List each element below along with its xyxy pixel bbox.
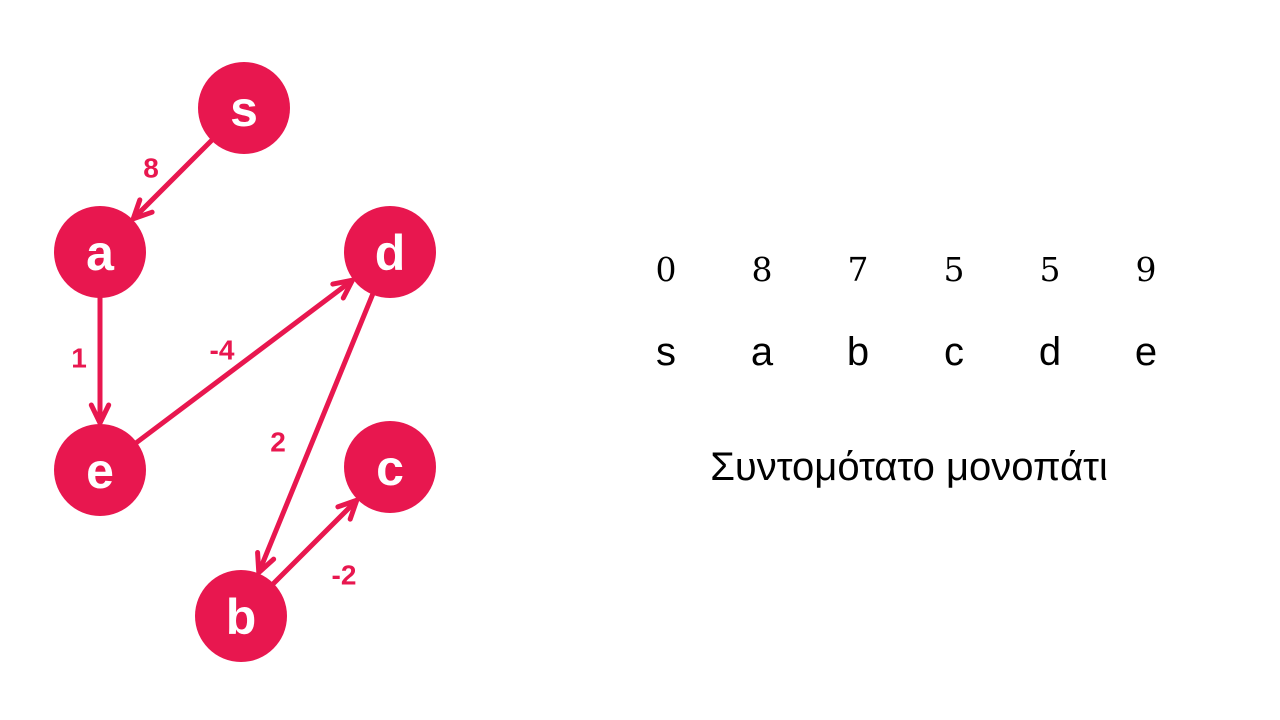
node-d-label: d (375, 225, 406, 281)
node-b: b (195, 570, 287, 662)
node-d: d (344, 206, 436, 298)
node-a-circle (54, 206, 146, 298)
edge-weight-s-a: 8 (143, 153, 159, 184)
vertex-row: s a b c d e (618, 330, 1198, 380)
distance-d: 5 (1039, 250, 1061, 289)
node-e-circle (54, 424, 146, 516)
vertex-label-a: a (750, 330, 774, 374)
distance-b: 7 (847, 250, 869, 289)
edge-weight-d-b: 2 (270, 427, 286, 458)
vertex-label-d: d (1038, 330, 1062, 374)
graph-diagram: 8 1 -4 2 -2 s a d e c b (54, 62, 436, 662)
edge-weight-a-e: 1 (71, 343, 87, 374)
vertex-label-s: s (656, 330, 676, 374)
edge-s-a (129, 136, 216, 223)
shortest-path-title: Συντομότατο μονοπάτι (710, 445, 1108, 489)
distance-c: 5 (943, 250, 965, 289)
distance-e: 9 (1135, 250, 1157, 289)
node-c-circle (344, 421, 436, 513)
node-b-circle (195, 570, 287, 662)
node-b-label: b (226, 589, 257, 645)
edge-d-b (255, 290, 376, 578)
node-d-circle (344, 206, 436, 298)
node-e-label: e (86, 443, 114, 499)
node-a: a (54, 206, 146, 298)
node-c-label: c (376, 440, 404, 496)
edge-weight-b-c: -2 (332, 560, 357, 591)
vertex-label-b: b (846, 330, 870, 374)
node-s-label: s (230, 81, 258, 137)
distance-s: 0 (655, 250, 677, 289)
vertex-label-c: c (944, 330, 964, 374)
vertex-label-e: e (1134, 330, 1158, 374)
node-c: c (344, 421, 436, 513)
node-e: e (54, 424, 146, 516)
edge-b-c (269, 496, 361, 588)
distance-row: 0 8 7 5 5 9 (618, 250, 1198, 296)
edge-a-e (88, 293, 112, 429)
edge-weight-e-d: -4 (210, 335, 235, 366)
distance-a: 8 (751, 250, 773, 289)
node-s-circle (198, 62, 290, 154)
node-a-label: a (86, 225, 115, 281)
node-s: s (198, 62, 290, 154)
edge-e-d (132, 276, 358, 447)
